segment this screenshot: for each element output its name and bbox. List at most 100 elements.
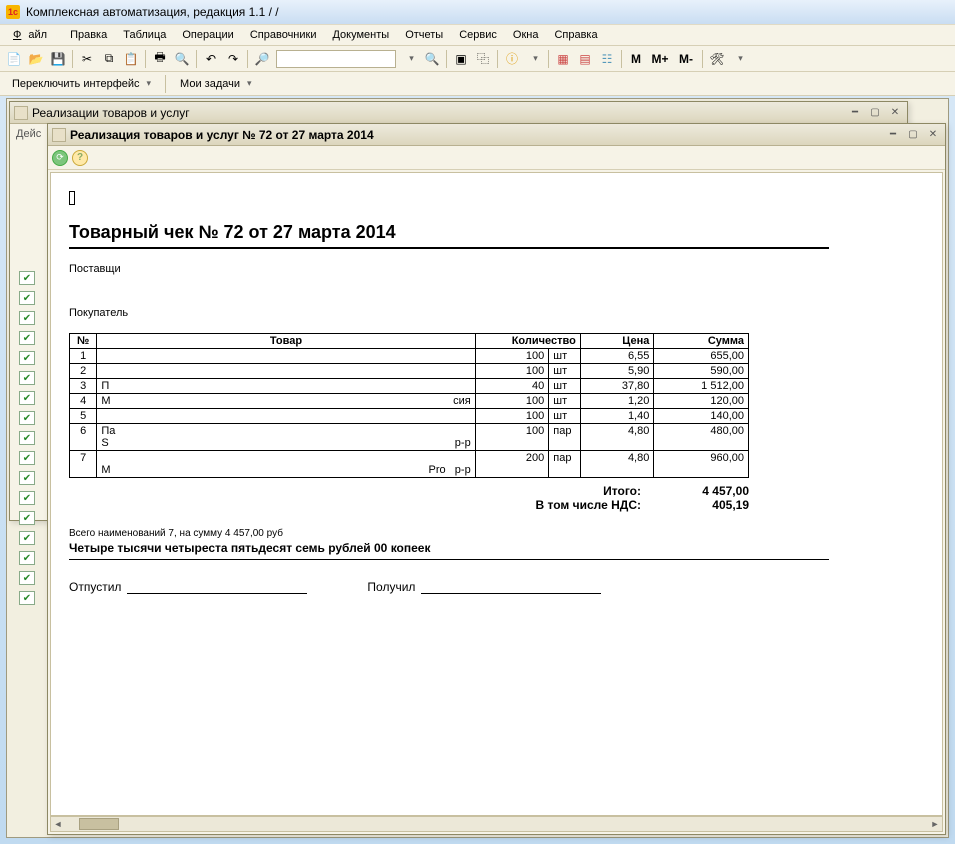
back-window-titlebar[interactable]: Реализации товаров и услуг ━ ▢ ✕ bbox=[10, 102, 907, 124]
cascade-icon[interactable]: ⿻ bbox=[473, 49, 493, 69]
check-icon[interactable]: ✔ bbox=[19, 371, 35, 385]
table-row[interactable]: 5100шт1,40140,00 bbox=[70, 409, 749, 424]
help-icon[interactable]: ? bbox=[72, 150, 88, 166]
check-icon[interactable]: ✔ bbox=[19, 331, 35, 345]
info-dropdown[interactable] bbox=[524, 49, 544, 69]
table-row[interactable]: 1100шт6,55655,00 bbox=[70, 349, 749, 364]
close-icon[interactable]: ✕ bbox=[925, 128, 941, 142]
received-block: Получил bbox=[367, 580, 601, 594]
horizontal-scrollbar[interactable]: ◄ ► bbox=[50, 816, 943, 832]
summary-words: Четыре тысячи четыреста пятьдесят семь р… bbox=[69, 541, 918, 555]
menu-file[interactable]: Файлdocument.currentScript.previousEleme… bbox=[6, 27, 61, 43]
open-icon[interactable]: 📂 bbox=[26, 49, 46, 69]
check-icon[interactable]: ✔ bbox=[19, 551, 35, 565]
settings-icon[interactable]: 🛠 bbox=[707, 49, 727, 69]
save-icon[interactable]: 💾 bbox=[48, 49, 68, 69]
menu-table[interactable]: Таблица bbox=[116, 27, 173, 43]
copy-icon[interactable]: ⧉ bbox=[99, 49, 119, 69]
memory-m[interactable]: M bbox=[626, 49, 646, 69]
total-label: Итого: bbox=[603, 484, 641, 498]
my-tasks-button[interactable]: Мои задачи bbox=[174, 76, 257, 92]
cell-sum: 960,00 bbox=[654, 451, 749, 478]
switch-interface-button[interactable]: Переключить интерфейс bbox=[6, 76, 157, 92]
search-input[interactable] bbox=[276, 50, 396, 68]
check-icon[interactable]: ✔ bbox=[19, 471, 35, 485]
calendar-icon[interactable]: ▤ bbox=[575, 49, 595, 69]
check-icon[interactable]: ✔ bbox=[19, 451, 35, 465]
preview-icon[interactable]: 🔍 bbox=[172, 49, 192, 69]
received-label: Получил bbox=[367, 580, 415, 594]
separator bbox=[446, 50, 447, 68]
buyer-row: Покупатель bbox=[69, 307, 918, 319]
cell-sum: 590,00 bbox=[654, 364, 749, 379]
minimize-icon[interactable]: ━ bbox=[847, 106, 863, 120]
cell-price: 1,20 bbox=[580, 394, 654, 409]
zoom-icon[interactable]: 🔎 bbox=[252, 49, 272, 69]
cell-price: 4,80 bbox=[580, 451, 654, 478]
cut-icon[interactable]: ✂ bbox=[77, 49, 97, 69]
search-dropdown[interactable] bbox=[400, 49, 420, 69]
check-icon[interactable]: ✔ bbox=[19, 411, 35, 425]
document-area[interactable]: Товарный чек № 72 от 27 марта 2014 Поста… bbox=[50, 172, 943, 816]
table-row[interactable]: 6Па S р-р100пар4,80480,00 bbox=[70, 424, 749, 451]
find-next-icon[interactable]: 🔍 bbox=[422, 49, 442, 69]
separator bbox=[72, 50, 73, 68]
close-icon[interactable]: ✕ bbox=[887, 106, 903, 120]
check-icon[interactable]: ✔ bbox=[19, 311, 35, 325]
check-icon[interactable]: ✔ bbox=[19, 271, 35, 285]
menu-help[interactable]: Справка bbox=[547, 27, 604, 43]
back-window-title: Реализации товаров и услуг bbox=[32, 106, 190, 120]
windows-icon[interactable]: ▣ bbox=[451, 49, 471, 69]
memory-mplus[interactable]: M+ bbox=[648, 49, 672, 69]
paste-icon[interactable]: 📋 bbox=[121, 49, 141, 69]
cell-sum: 140,00 bbox=[654, 409, 749, 424]
check-icon[interactable]: ✔ bbox=[19, 571, 35, 585]
text-cursor bbox=[69, 191, 75, 205]
refresh-icon[interactable]: ⟳ bbox=[52, 150, 68, 166]
check-icon[interactable]: ✔ bbox=[19, 351, 35, 365]
redo-icon[interactable]: ↷ bbox=[223, 49, 243, 69]
col-name: Товар bbox=[97, 334, 475, 349]
cell-num: 6 bbox=[70, 424, 97, 451]
front-window-title: Реализация товаров и услуг № 72 от 27 ма… bbox=[70, 128, 374, 142]
new-doc-icon[interactable]: 📄 bbox=[4, 49, 24, 69]
undo-icon[interactable]: ↶ bbox=[201, 49, 221, 69]
scroll-left-icon[interactable]: ◄ bbox=[51, 817, 65, 831]
table-row[interactable]: 2100шт5,90590,00 bbox=[70, 364, 749, 379]
check-icon[interactable]: ✔ bbox=[19, 531, 35, 545]
cell-unit: пар bbox=[549, 424, 581, 451]
cell-sum: 480,00 bbox=[654, 424, 749, 451]
check-icon[interactable]: ✔ bbox=[19, 591, 35, 605]
check-icon[interactable]: ✔ bbox=[19, 391, 35, 405]
check-icon[interactable]: ✔ bbox=[19, 491, 35, 505]
menu-docs[interactable]: Документы bbox=[325, 27, 396, 43]
table-row[interactable]: 3П40шт37,801 512,00 bbox=[70, 379, 749, 394]
print-icon[interactable]: 🖶 bbox=[150, 49, 170, 69]
menu-refs[interactable]: Справочники bbox=[243, 27, 324, 43]
check-icon[interactable]: ✔ bbox=[19, 291, 35, 305]
menu-service[interactable]: Сервис bbox=[452, 27, 504, 43]
memory-mminus[interactable]: M- bbox=[674, 49, 698, 69]
menu-reports[interactable]: Отчеты bbox=[398, 27, 450, 43]
released-line bbox=[127, 580, 307, 594]
scroll-thumb[interactable] bbox=[79, 818, 119, 830]
maximize-icon[interactable]: ▢ bbox=[905, 128, 921, 142]
check-icon[interactable]: ✔ bbox=[19, 511, 35, 525]
table-row[interactable]: 4М сия100шт1,20120,00 bbox=[70, 394, 749, 409]
menu-edit[interactable]: Правка bbox=[63, 27, 114, 43]
check-icon[interactable]: ✔ bbox=[19, 431, 35, 445]
settings-dropdown[interactable] bbox=[729, 49, 749, 69]
maximize-icon[interactable]: ▢ bbox=[867, 106, 883, 120]
menu-windows[interactable]: Окна bbox=[506, 27, 546, 43]
cell-name: П bbox=[97, 379, 475, 394]
front-window-titlebar[interactable]: Реализация товаров и услуг № 72 от 27 ма… bbox=[48, 124, 945, 146]
menu-operations[interactable]: Операции bbox=[175, 27, 240, 43]
table-row[interactable]: 7 М Pro р-р200пар4,80960,00 bbox=[70, 451, 749, 478]
tool3-icon[interactable]: ☷ bbox=[597, 49, 617, 69]
cell-price: 6,55 bbox=[580, 349, 654, 364]
scroll-right-icon[interactable]: ► bbox=[928, 817, 942, 831]
minimize-icon[interactable]: ━ bbox=[885, 128, 901, 142]
info-icon[interactable]: ⓘ bbox=[502, 49, 522, 69]
cell-price: 37,80 bbox=[580, 379, 654, 394]
calc-icon[interactable]: ▦ bbox=[553, 49, 573, 69]
